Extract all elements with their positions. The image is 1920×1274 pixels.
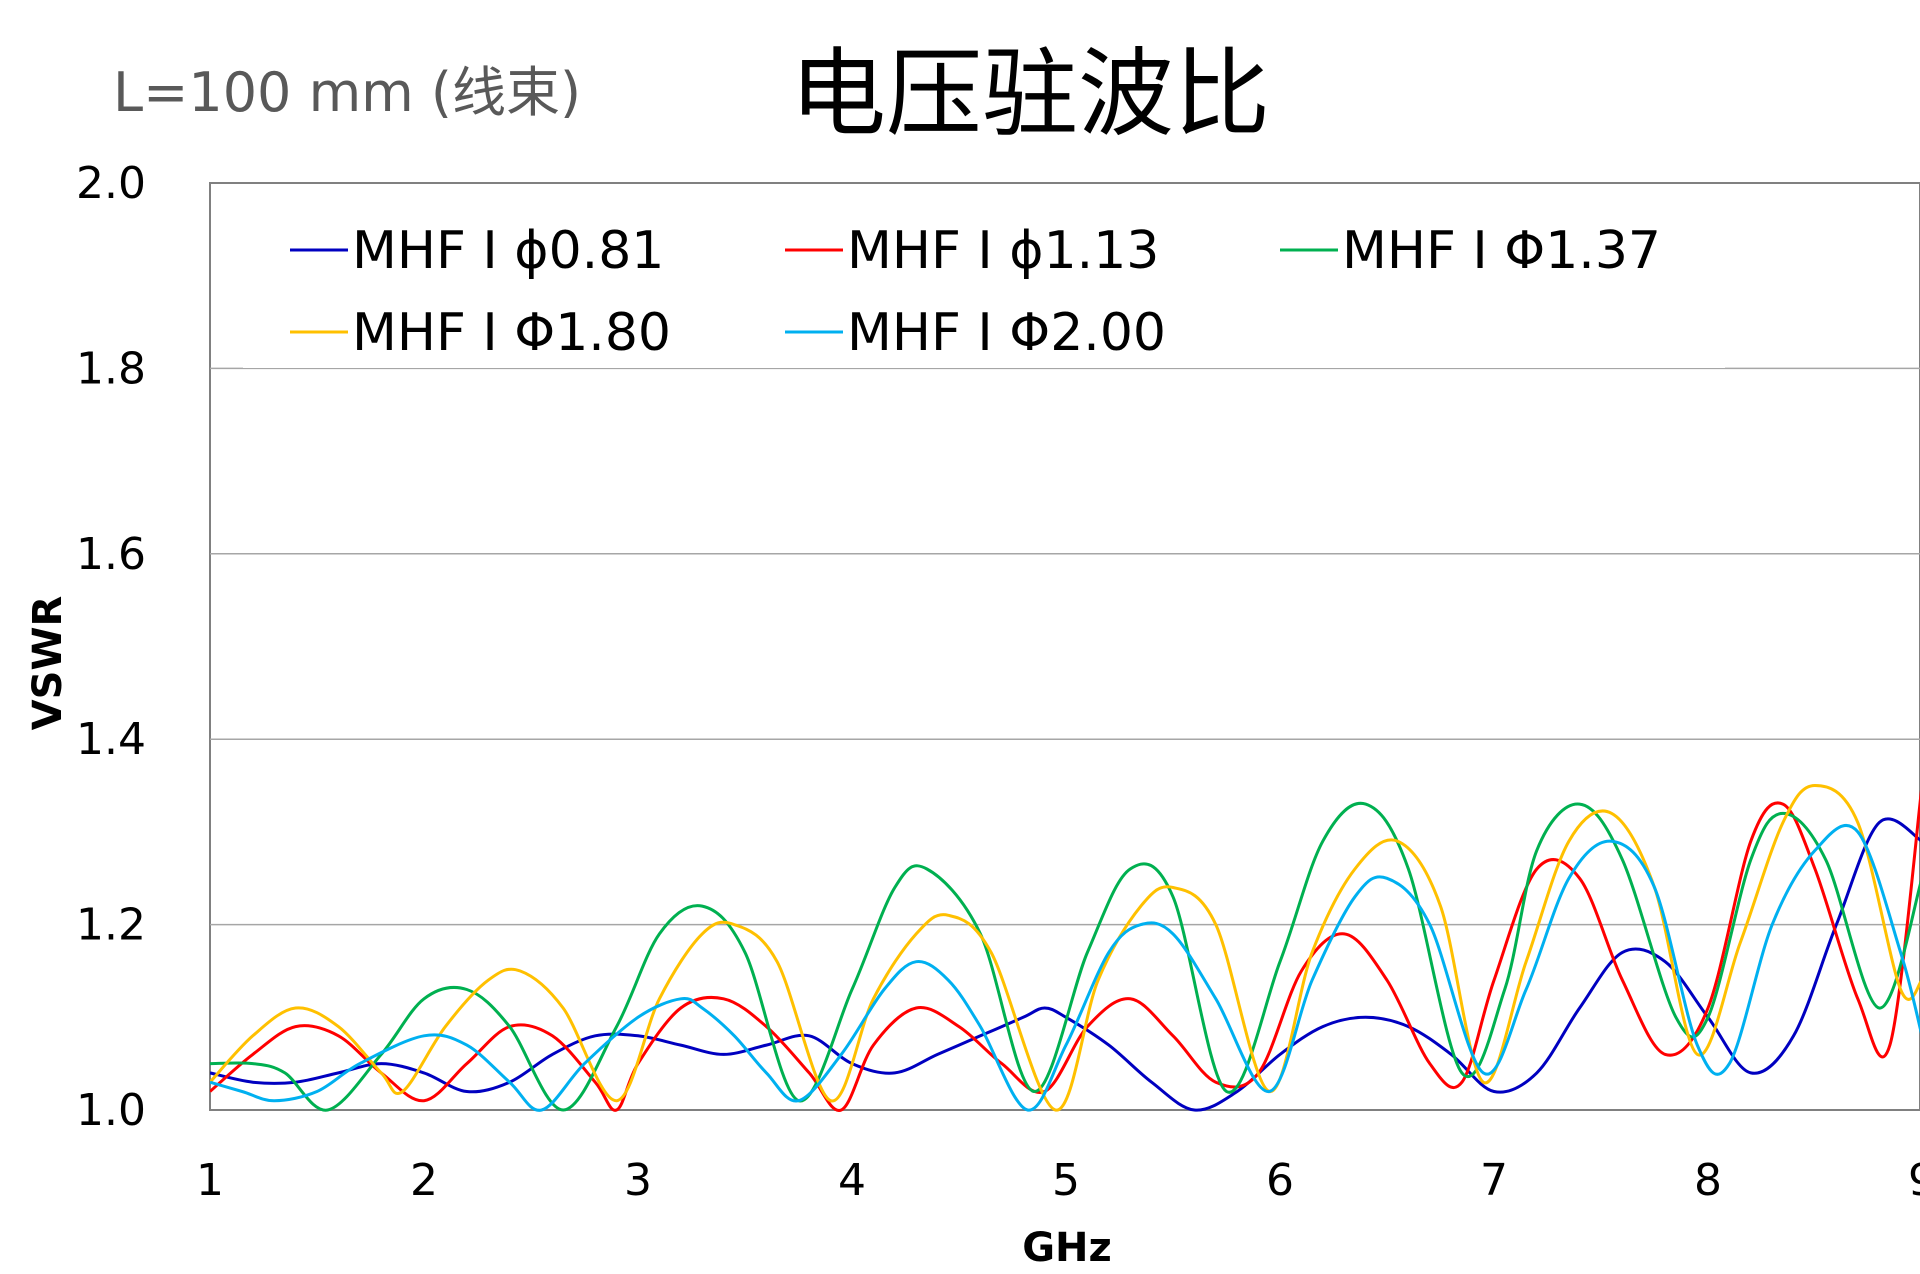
y-tick-label: 1.2: [76, 900, 146, 951]
y-tick-label: 1.4: [76, 714, 146, 765]
series-line-2: [210, 801, 1920, 1112]
y-tick-labels: 1.0 1.2 1.4 1.6 1.8 2.0: [76, 158, 146, 1136]
legend-label-1: MHF I ϕ1.13: [847, 221, 1159, 281]
x-tick-label: 5: [1052, 1155, 1080, 1206]
length-annotation: L=100 mm (线束): [113, 61, 582, 124]
legend-label-2: MHF I Φ1.37: [1342, 221, 1661, 281]
x-tick-label: 2: [410, 1155, 438, 1206]
chart-title: 电压驻波比: [790, 38, 1270, 150]
gridlines: [210, 367, 1920, 1111]
legend-label-0: MHF I ϕ0.81: [352, 221, 664, 281]
x-tick-labels: 1 2 3 4 5 6 7 8 9: [196, 1155, 1920, 1206]
x-tick-label: 8: [1694, 1155, 1722, 1206]
x-tick-label: 6: [1266, 1155, 1294, 1206]
legend-label-4: MHF I Φ2.00: [847, 303, 1166, 363]
x-tick-label: 1: [196, 1155, 224, 1206]
x-tick-label: 3: [624, 1155, 652, 1206]
y-tick-label: 1.8: [76, 343, 146, 394]
legend-box: [243, 198, 1725, 368]
y-tick-label: 1.6: [76, 529, 146, 580]
legend-label-3: MHF I Φ1.80: [352, 303, 671, 363]
y-tick-label: 2.0: [76, 158, 146, 209]
series-line-4: [210, 824, 1920, 1112]
legend: MHF I ϕ0.81 MHF I ϕ1.13 MHF I Φ1.37 MHF I Φ…: [243, 198, 1725, 368]
series-line-1: [210, 789, 1920, 1112]
x-axis-label: GHz: [1022, 1225, 1112, 1271]
series-lines: [210, 784, 1920, 1112]
x-tick-label: 9: [1908, 1155, 1920, 1206]
x-tick-label: 7: [1480, 1155, 1508, 1206]
x-tick-label: 4: [838, 1155, 866, 1206]
y-tick-label: 1.0: [76, 1085, 146, 1136]
series-line-3: [210, 784, 1920, 1112]
